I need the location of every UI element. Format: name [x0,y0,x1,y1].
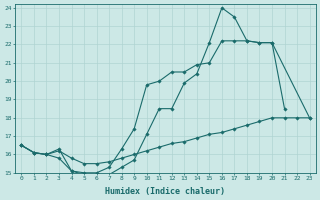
X-axis label: Humidex (Indice chaleur): Humidex (Indice chaleur) [106,187,226,196]
